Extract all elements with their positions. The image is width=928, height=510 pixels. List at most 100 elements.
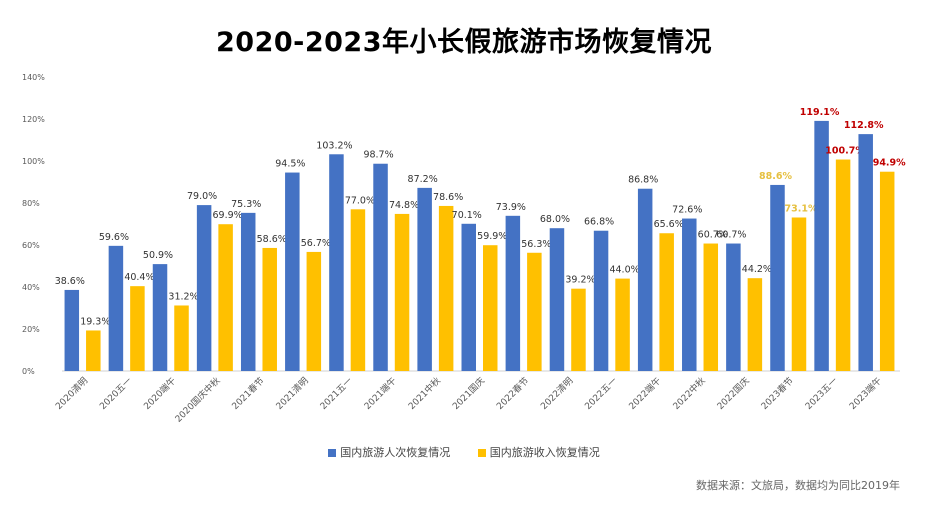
data-label: 31.2% xyxy=(168,291,198,302)
data-label: 77.0% xyxy=(345,195,375,206)
bar-revenue xyxy=(218,224,233,371)
legend-swatch-series1 xyxy=(328,449,337,457)
data-label: 70.1% xyxy=(452,210,482,221)
bar-visitors xyxy=(373,163,388,371)
chart-title: 2020-2023年小长假旅游市场恢复情况 xyxy=(216,27,712,58)
data-label: 39.2% xyxy=(565,275,595,286)
data-label: 86.8% xyxy=(628,175,658,186)
data-label: 56.7% xyxy=(301,238,331,249)
bar-visitors xyxy=(726,243,741,371)
legend: 国内旅游人次恢复情况 国内旅游收入恢复情况 xyxy=(0,444,928,460)
bar-revenue xyxy=(306,251,322,371)
bar-revenue xyxy=(483,245,498,371)
x-tick-label: 2021端午 xyxy=(362,375,399,412)
bar-visitors xyxy=(417,187,432,371)
bar-visitors xyxy=(108,245,124,371)
data-label: 73.9% xyxy=(496,202,526,213)
bar-revenue xyxy=(527,252,542,371)
x-tick-label: 2023五一 xyxy=(804,376,840,412)
legend-item-series2: 国内旅游收入恢复情况 xyxy=(477,444,600,460)
data-label: 19.3% xyxy=(80,316,110,327)
bar-revenue xyxy=(835,159,851,371)
bar-visitors xyxy=(593,230,609,371)
data-label: 65.6% xyxy=(654,219,684,230)
data-label: 44.0% xyxy=(609,265,639,276)
bar-visitors xyxy=(637,188,653,371)
x-tick-label: 2020国庆中秋 xyxy=(172,375,222,425)
data-label: 59.9% xyxy=(477,231,507,242)
bar-visitors xyxy=(770,184,785,371)
legend-swatch-series2 xyxy=(477,449,486,457)
x-tick-label: 2022中秋 xyxy=(670,375,707,412)
data-label: 44.2% xyxy=(742,264,772,275)
bar-revenue xyxy=(350,209,366,371)
data-label: 60.7% xyxy=(698,230,728,241)
data-label: 38.6% xyxy=(55,276,85,287)
bar-revenue xyxy=(174,305,189,371)
bar-revenue xyxy=(438,205,454,371)
data-label: 75.3% xyxy=(231,199,261,210)
data-label: 98.7% xyxy=(363,150,393,161)
y-tick-label: 140% xyxy=(22,73,45,82)
bar-visitors xyxy=(240,212,256,371)
legend-item-series1: 国内旅游人次恢复情况 xyxy=(328,444,450,460)
y-tick-label: 120% xyxy=(22,115,45,124)
bar-revenue xyxy=(703,243,719,371)
bar-revenue xyxy=(879,171,895,371)
bar-revenue xyxy=(791,217,807,371)
bar-revenue xyxy=(615,278,630,371)
x-tick-label: 2021国庆 xyxy=(450,375,487,412)
data-label: 56.3% xyxy=(521,239,551,250)
y-tick-label: 20% xyxy=(22,325,40,334)
data-label: 66.8% xyxy=(584,217,614,228)
x-tick-label: 2022春节 xyxy=(494,375,531,412)
bar-visitors xyxy=(814,120,829,371)
data-label: 72.6% xyxy=(672,205,702,216)
data-label: 87.2% xyxy=(408,174,438,185)
data-label: 112.8% xyxy=(844,120,884,131)
bar-revenue xyxy=(394,213,410,371)
x-tick-label: 2022端午 xyxy=(626,375,663,412)
data-label: 60.7% xyxy=(716,230,746,241)
data-label: 68.0% xyxy=(540,214,570,225)
bar-visitors xyxy=(549,228,565,371)
data-label: 94.9% xyxy=(873,158,906,169)
legend-label-series2: 国内旅游收入恢复情况 xyxy=(489,446,600,459)
bar-visitors xyxy=(64,289,80,371)
x-tick-label: 2022清明 xyxy=(538,375,575,412)
x-tick-label: 2020清明 xyxy=(53,375,90,412)
x-tick-label: 2021五一 xyxy=(319,376,355,412)
data-label: 78.6% xyxy=(433,192,463,203)
data-label: 74.8% xyxy=(389,200,419,211)
bar-visitors xyxy=(858,134,873,371)
y-tick-label: 80% xyxy=(22,199,40,208)
bar-visitors xyxy=(505,215,521,371)
y-tick-label: 40% xyxy=(22,283,40,292)
x-tick-label: 2020五一 xyxy=(98,376,134,412)
bar-visitors xyxy=(152,264,168,371)
bar-visitors xyxy=(461,223,476,371)
bar-revenue xyxy=(130,286,145,371)
legend-label-series1: 国内旅游人次恢复情况 xyxy=(340,446,451,459)
data-label: 94.5% xyxy=(275,159,305,170)
x-tick-label: 2021春节 xyxy=(229,375,266,412)
x-tick-label: 2020端午 xyxy=(141,375,178,412)
bar-visitors xyxy=(682,218,697,371)
x-tick-label: 2022国庆 xyxy=(714,375,751,412)
data-label: 73.1% xyxy=(785,203,818,214)
bar-visitors xyxy=(329,154,344,371)
data-label: 69.9% xyxy=(213,210,243,221)
bar-visitors xyxy=(285,172,300,371)
x-tick-label: 2021清明 xyxy=(273,375,310,412)
source-note: 数据来源：文旅局，数据均为同比2019年 xyxy=(696,479,900,492)
x-tick-label: 2023端午 xyxy=(847,375,884,412)
bar-visitors xyxy=(196,205,212,371)
data-label: 88.6% xyxy=(759,171,792,182)
data-label: 119.1% xyxy=(800,107,840,118)
data-label: 40.4% xyxy=(124,272,154,283)
data-label: 103.2% xyxy=(316,140,352,151)
data-label: 50.9% xyxy=(143,250,173,261)
bar-revenue xyxy=(659,233,674,371)
data-label: 79.0% xyxy=(187,191,217,202)
